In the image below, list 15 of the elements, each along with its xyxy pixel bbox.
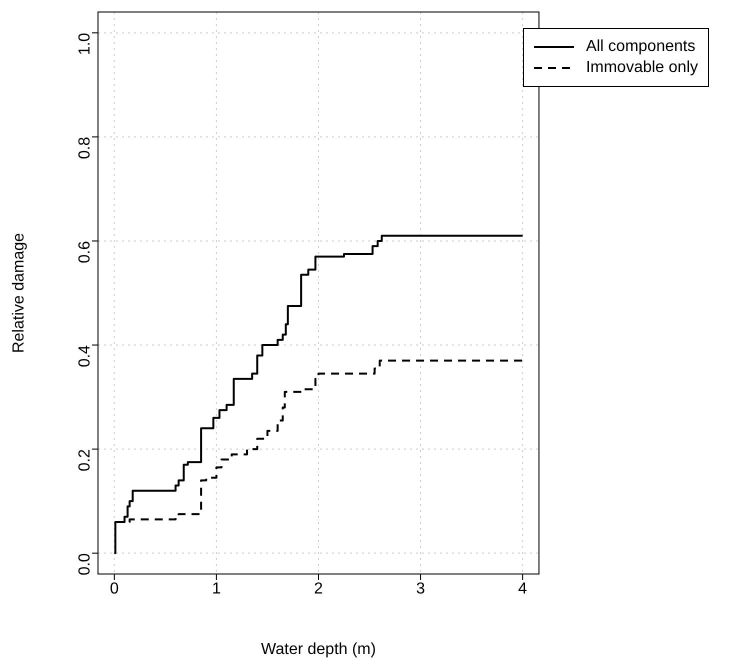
x-tick-label: 3 <box>416 580 426 598</box>
x-tick-label: 1 <box>212 580 221 598</box>
legend-label: Immovable only <box>586 59 698 77</box>
y-tick-label: 0.8 <box>76 136 94 160</box>
x-tick-label: 2 <box>314 580 324 598</box>
x-axis-title: Water depth (m) <box>260 641 376 658</box>
y-tick-label: 0.4 <box>76 344 94 368</box>
y-tick-label: 1.0 <box>76 32 94 56</box>
y-tick-label: 0.6 <box>76 240 94 264</box>
y-axis-title: Relative damage <box>10 232 28 354</box>
x-tick-label: 4 <box>518 580 528 598</box>
y-tick-label: 0.2 <box>76 449 94 472</box>
x-tick-label: 0 <box>110 580 119 598</box>
legend-label: All components <box>586 38 696 56</box>
y-tick-label: 0.0 <box>76 553 94 576</box>
